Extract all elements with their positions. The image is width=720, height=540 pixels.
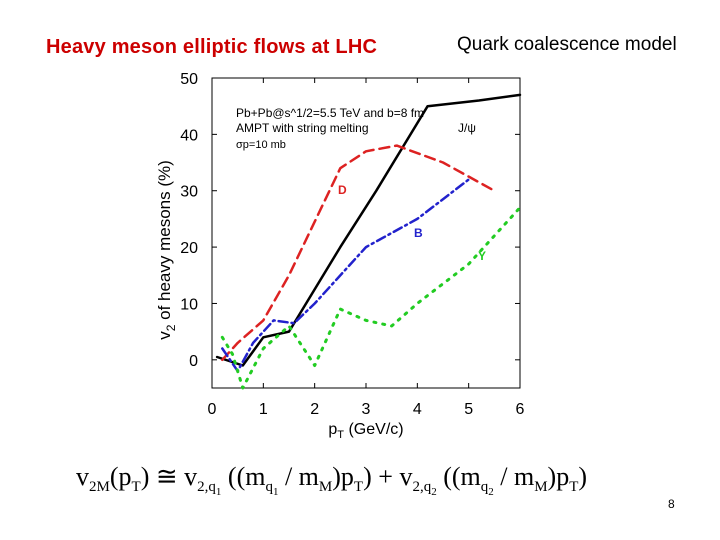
- eq-t2-mq-sub: q2: [480, 479, 494, 499]
- page-number: 8: [668, 497, 675, 511]
- y-axis-title-sub: 2: [164, 324, 178, 331]
- y-tick-label: 50: [180, 71, 198, 88]
- slide-title: Heavy meson elliptic flows at LHC: [46, 36, 378, 58]
- eq-arg: (p: [109, 462, 132, 491]
- eq-v2-sub-text: 2,q: [412, 479, 432, 496]
- eq-t2-mq-sub-text: q: [480, 479, 489, 496]
- eq-t1-open: ((m: [221, 462, 266, 491]
- x-tick-label: 1: [259, 401, 268, 418]
- eq-t2-end: ): [578, 462, 588, 491]
- y-axis-title: v2 of heavy mesons (%): [155, 160, 178, 340]
- series-line-2: [221, 178, 470, 373]
- y-tick-label: 30: [180, 184, 198, 201]
- x-axis-title-rest: (GeV/c): [344, 421, 404, 438]
- eq-t1-mq-sub-text: q: [265, 479, 273, 496]
- eq-plus: +: [371, 462, 400, 491]
- x-axis-title-sub: T: [337, 429, 344, 441]
- info-line-1: Pb+Pb@s^1/2=5.5 TeV and b=8 fm: [236, 106, 424, 120]
- slide-subtitle: Quark coalescence model: [457, 34, 677, 55]
- v2-chart: 0 1 2 3 4 5 6 0 10 20 30 40 50 Pb+Pb@s^1/2=5.5 TeV a…: [155, 71, 525, 441]
- eq-t2-mq-subsub: 2: [488, 486, 494, 499]
- svg-text:v2 of heavy mesons (%): v2 of heavy mesons (%): [155, 160, 178, 340]
- eq-t1-mm-sub: M: [318, 479, 333, 496]
- y-tick-label: 40: [180, 127, 198, 144]
- eq-t2-mm-sub: M: [534, 479, 548, 496]
- eq-lhs: v: [76, 462, 89, 491]
- eq-t1-pt-sub: T: [353, 479, 364, 496]
- y-tick-label: 0: [189, 353, 198, 370]
- tick-layer: 0 1 2 3 4 5 6 0 10 20 30 40 50: [180, 71, 524, 418]
- info-box: Pb+Pb@s^1/2=5.5 TeV and b=8 fm AMPT with…: [236, 106, 424, 151]
- eq-arg-sub: T: [131, 479, 141, 496]
- series-label-b: B: [414, 226, 423, 240]
- x-axis-title: pT (GeV/c): [328, 421, 403, 441]
- eq-t2-close: )p: [547, 462, 570, 491]
- eq-t1-end: ): [363, 462, 372, 491]
- eq-arg-close: ): [140, 462, 150, 491]
- eq-v1-sub-text: 2,q: [197, 479, 216, 496]
- eq-v1-subsub: 1: [215, 486, 222, 499]
- series-label-jpsi: J/ψ: [458, 121, 476, 135]
- eq-lhs-sub: 2M: [89, 479, 110, 496]
- eq-v2-subsub: 2: [431, 486, 437, 499]
- y-axis-title-main: v: [155, 331, 174, 340]
- eq-t1-div: / m: [278, 462, 319, 491]
- eq-v2-sub: 2,q2: [412, 479, 437, 499]
- eq-t1-close: )p: [332, 462, 354, 491]
- eq-t1-mq-sub: q1: [265, 479, 279, 499]
- series-labels: J/ψ D B Υ: [338, 121, 486, 263]
- eq-t2-div: / m: [493, 462, 535, 491]
- series-line-1: [221, 144, 496, 362]
- x-tick-label: 2: [310, 401, 319, 418]
- series-line-3: [220, 206, 522, 390]
- series-label-upsilon: Υ: [478, 249, 486, 263]
- eq-v2: v: [399, 462, 413, 491]
- eq-t1-mq-subsub: 1: [272, 486, 279, 499]
- info-line-3: σp=10 mb: [236, 139, 286, 151]
- y-axis-title-rest: of heavy mesons (%): [155, 160, 174, 324]
- series-line-0: [215, 93, 522, 367]
- coalescence-equation: v2M(pT) ≅ v2,q1 ((mq1 / mM)pT) + v2,q2 (…: [76, 462, 587, 498]
- x-tick-label: 3: [362, 401, 371, 418]
- x-tick-label: 4: [413, 401, 422, 418]
- eq-t2-open: ((m: [436, 462, 481, 491]
- eq-t2-pt-sub: T: [569, 479, 579, 496]
- y-tick-label: 20: [180, 240, 198, 257]
- x-tick-label: 5: [464, 401, 473, 418]
- eq-approx: ≅: [149, 462, 185, 491]
- eq-v1: v: [184, 462, 198, 491]
- eq-v1-sub: 2,q1: [197, 479, 222, 499]
- x-axis-title-main: p: [328, 421, 337, 438]
- x-tick-label: 6: [516, 401, 525, 418]
- x-tick-label: 0: [208, 401, 217, 418]
- info-line-2: AMPT with string melting: [236, 121, 369, 135]
- series-layer: [215, 93, 522, 390]
- series-label-d: D: [338, 183, 347, 197]
- y-tick-label: 10: [180, 296, 198, 313]
